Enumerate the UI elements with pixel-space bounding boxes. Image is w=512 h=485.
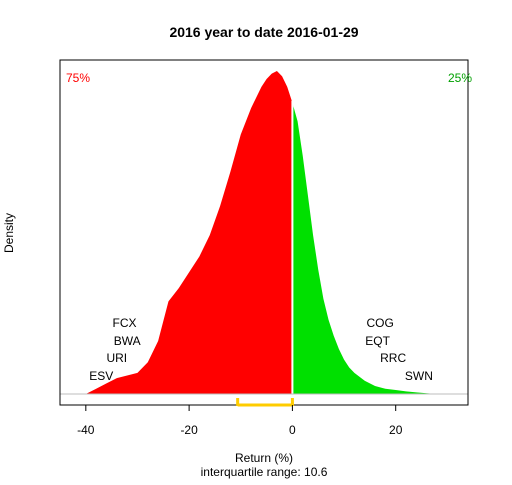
x-tick-label-3: 20	[389, 423, 403, 437]
right-ticker-eqt: EQT	[365, 334, 390, 348]
left-ticker-uri: URI	[106, 351, 127, 365]
x-tick-label-1: -20	[180, 423, 198, 437]
right-ticker-cog: COG	[367, 316, 394, 330]
y-axis-label: Density	[2, 213, 16, 253]
chart-title: 2016 year to date 2016-01-29	[169, 24, 358, 40]
left-share-label: 75%	[66, 71, 90, 85]
left-ticker-fcx: FCX	[113, 316, 137, 330]
x-tick-label-2: 0	[289, 423, 296, 437]
x-tick-label-0: -40	[77, 423, 95, 437]
right-density-area	[292, 102, 438, 395]
right-share-label: 25%	[448, 71, 472, 85]
x-axis-label: Return (%)	[235, 451, 293, 465]
left-ticker-esv: ESV	[89, 369, 113, 383]
left-density-area	[85, 71, 293, 394]
right-ticker-swn: SWN	[405, 369, 433, 383]
left-ticker-bwa: BWA	[114, 334, 141, 348]
right-ticker-rrc: RRC	[380, 351, 406, 365]
interquartile-range-label: interquartile range: 10.6	[201, 465, 328, 479]
